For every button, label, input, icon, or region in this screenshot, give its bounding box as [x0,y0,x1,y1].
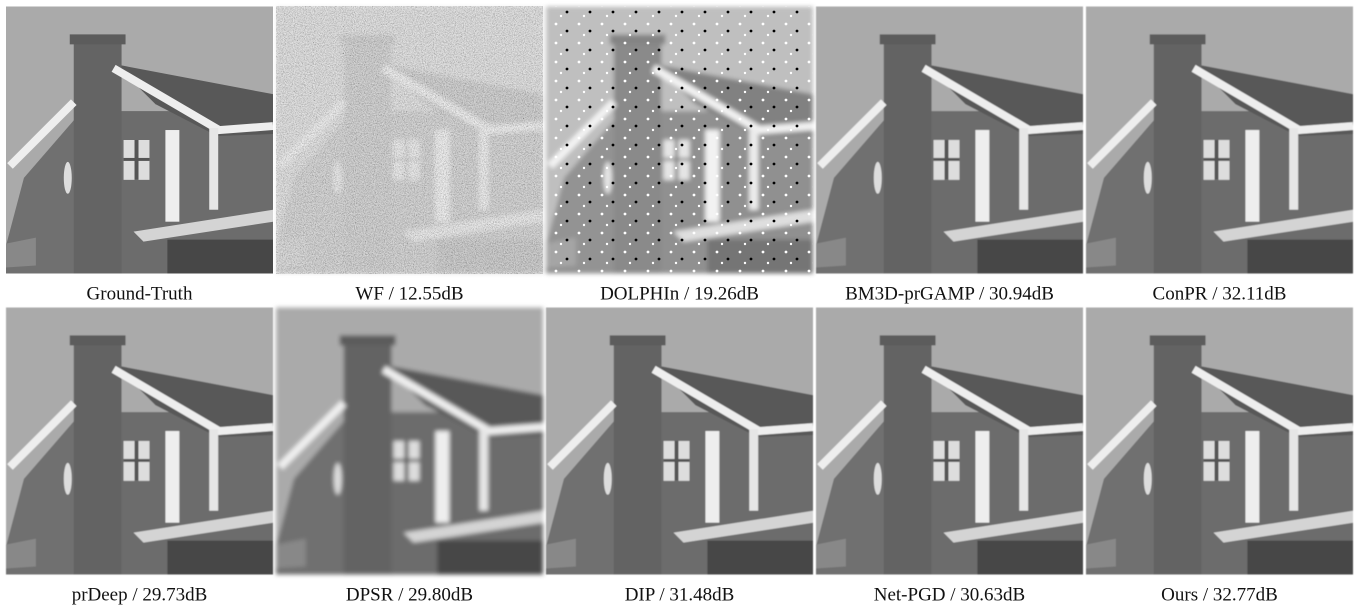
caption: DIP / 31.48dB [625,584,735,605]
image-panel [1086,308,1353,575]
image [276,308,543,575]
caption: WF / 12.55dB [355,283,463,304]
caption: Ground-Truth [87,283,193,304]
image-panel [546,308,813,575]
image [816,308,1083,575]
image-panel [276,308,543,575]
image [1086,308,1353,575]
caption: Ours / 32.77dB [1161,584,1278,605]
caption: prDeep / 29.73dB [72,584,208,605]
image-panel [276,6,543,274]
image-artifacts [546,6,813,274]
image-panel [6,308,273,575]
image-overlay [276,7,543,274]
image-panel [816,308,1083,575]
image [816,7,1083,274]
image [6,308,273,575]
caption: ConPR / 32.11dB [1153,283,1287,304]
caption: Net-PGD / 30.63dB [874,584,1025,605]
caption: DPSR / 29.80dB [346,584,473,605]
caption: BM3D-prGAMP / 30.94dB [845,283,1054,304]
image-panel [6,7,273,274]
image-panel [546,6,813,274]
figure: Ground-Truth WF / 12.55dB DOLPHIn / 19.26d… [0,0,1360,611]
image [1086,7,1353,274]
image-panel [816,7,1083,274]
image-panel [1086,7,1353,274]
image [546,308,813,575]
image [6,7,273,274]
caption: DOLPHIn / 19.26dB [600,283,759,304]
